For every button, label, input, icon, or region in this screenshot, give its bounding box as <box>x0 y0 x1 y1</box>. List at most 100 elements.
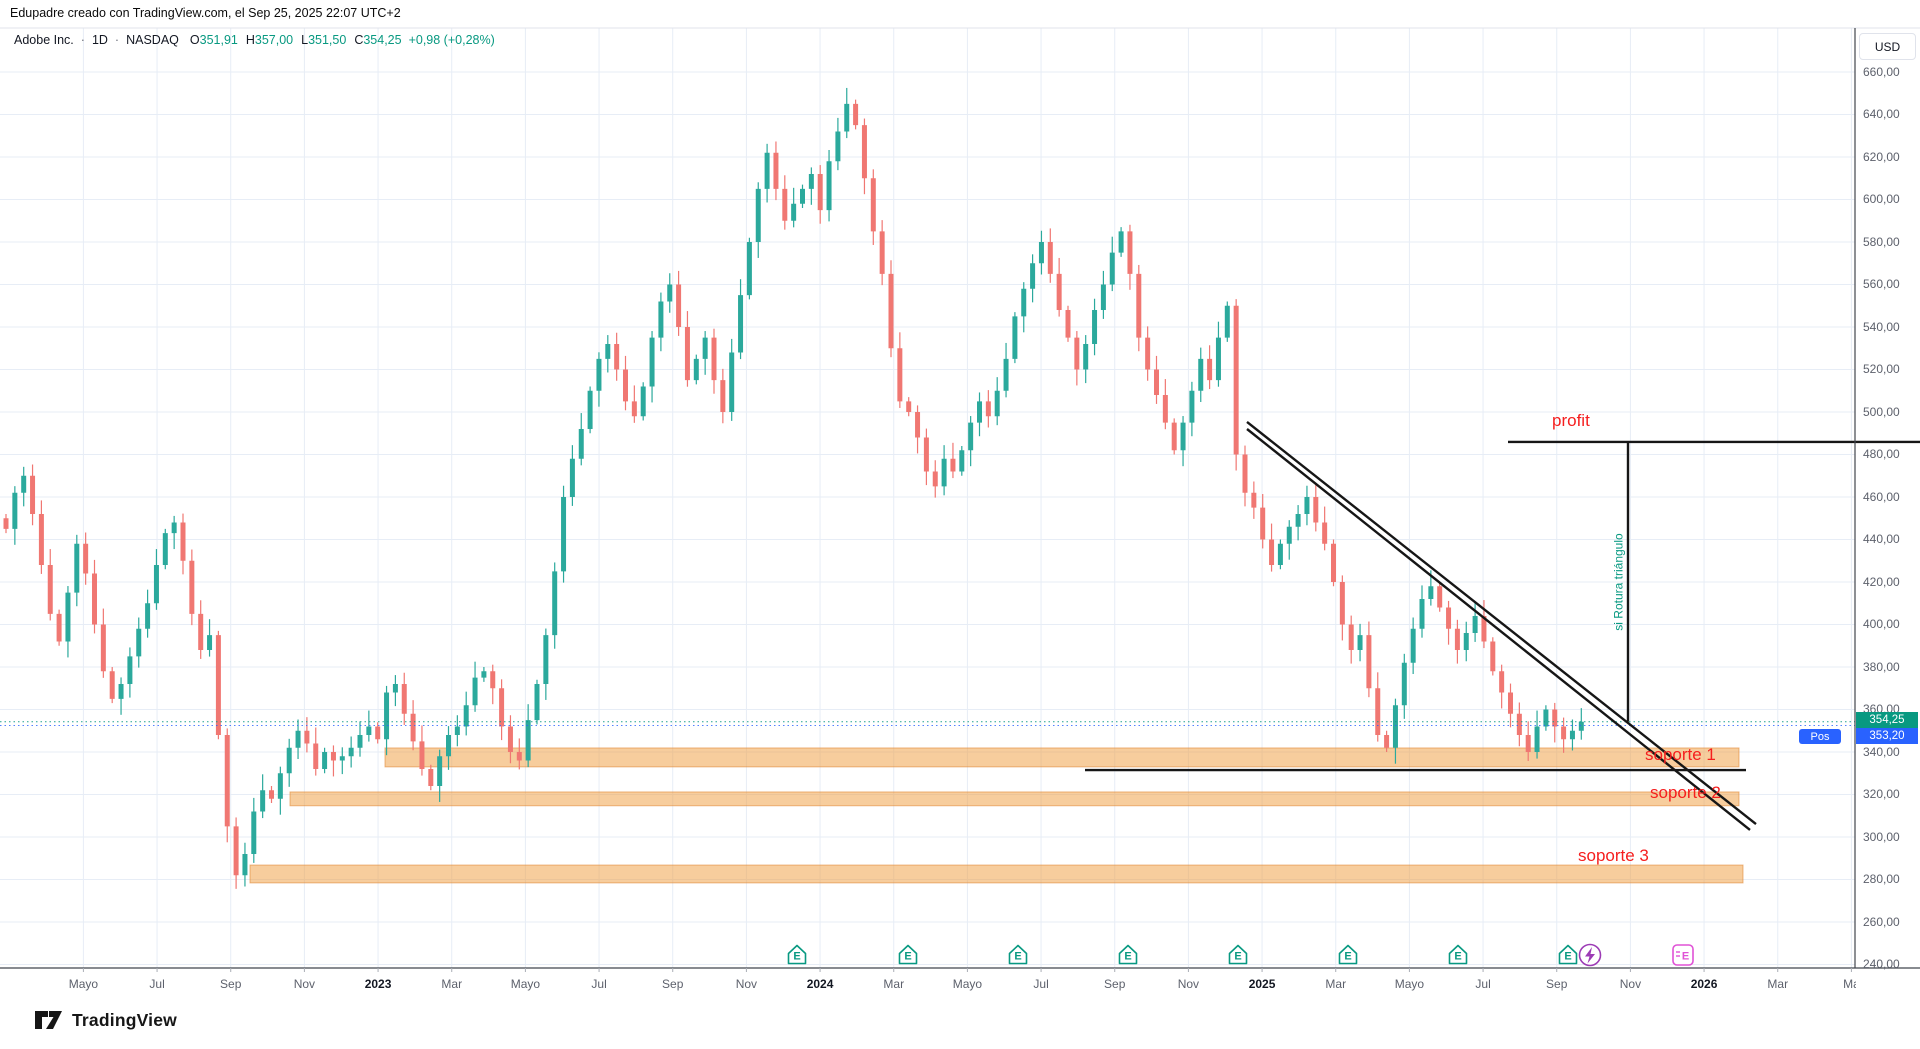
exchange-label: NASDAQ <box>126 33 179 47</box>
candle-body <box>587 390 593 429</box>
candle-body <box>21 475 27 493</box>
candle-body <box>1021 288 1027 317</box>
support2-label[interactable]: soporte 2 <box>1650 783 1721 802</box>
candle-body <box>1304 497 1310 514</box>
candle-body <box>676 284 682 327</box>
candle-body <box>667 284 673 302</box>
candle-body <box>1410 628 1416 663</box>
candle-body <box>977 401 982 423</box>
svg-text:E: E <box>1454 951 1461 963</box>
time-tick-label: 2024 <box>806 977 834 991</box>
candle-body <box>224 735 230 827</box>
projected-earnings-icon[interactable]: E <box>1672 944 1694 966</box>
time-axis[interactable]: Mayo Jul Sep Nov 2023 Mar Mayo Jul Sep Nov 2024 Mar… <box>0 966 1856 1006</box>
candle-body <box>1419 599 1425 629</box>
candle-body <box>968 422 974 451</box>
symbol-legend[interactable]: Adobe Inc. · 1D · NASDAQ O351,91 H357,00 L… <box>14 33 495 47</box>
candle-body <box>1454 628 1460 650</box>
earnings-icon[interactable]: E <box>1118 944 1138 965</box>
earnings-icon[interactable]: E <box>1338 944 1358 965</box>
candle-body <box>145 603 151 629</box>
candle-body <box>1012 316 1018 359</box>
support1-label[interactable]: soporte 1 <box>1645 745 1716 764</box>
candle-body <box>251 811 257 854</box>
candle-body <box>543 635 549 684</box>
time-tick-label: Jul <box>1475 977 1491 991</box>
candle-body <box>1180 422 1186 451</box>
tradingview-logo-icon <box>35 1011 62 1029</box>
candle-body <box>384 692 390 740</box>
candle-body <box>1508 692 1513 714</box>
earnings-icon[interactable]: E <box>787 944 807 965</box>
candle-body <box>1543 709 1549 727</box>
candle-body <box>1578 721 1584 731</box>
time-tick-label: Ma <box>1843 977 1856 991</box>
candle-body <box>127 656 133 684</box>
earnings-icon[interactable]: E <box>1228 944 1248 965</box>
candle-body <box>1242 454 1248 493</box>
candle-body <box>729 352 735 412</box>
upcoming-earnings-flash-icon[interactable] <box>1578 943 1602 967</box>
candle-body <box>1215 337 1221 381</box>
candle-body <box>1401 662 1407 706</box>
candle-body <box>1366 635 1372 689</box>
legend-separator: · <box>114 33 120 47</box>
candle-body <box>906 401 912 412</box>
time-tick-label: Sep <box>662 977 684 991</box>
candle-body <box>1552 709 1558 727</box>
candle-body <box>348 747 354 757</box>
candle-body <box>1154 369 1159 395</box>
earnings-icon[interactable]: E <box>898 944 918 965</box>
candle-body <box>207 635 213 650</box>
support-zone-3[interactable] <box>249 864 1744 884</box>
candle-body <box>879 231 885 274</box>
candle-body <box>1357 635 1363 650</box>
candle-body <box>242 854 248 876</box>
interval-label[interactable]: 1D <box>91 33 108 47</box>
candle-body <box>357 735 363 748</box>
profit-label[interactable]: profit <box>1552 411 1590 430</box>
svg-text:E: E <box>1682 951 1689 963</box>
support-zone-2[interactable] <box>289 791 1740 807</box>
position-chip[interactable]: Pos <box>1799 729 1841 744</box>
symbol-name[interactable]: Adobe Inc. <box>14 33 74 47</box>
candle-body <box>1446 607 1452 629</box>
time-tick-label: Nov <box>735 977 758 991</box>
legend-separator: · <box>80 33 85 47</box>
candle-body <box>1233 305 1239 455</box>
time-tick-label: Mayo <box>952 977 983 991</box>
candle-body <box>1437 586 1443 608</box>
time-tick-label: Mar <box>441 977 463 991</box>
candle-body <box>1136 273 1142 338</box>
price-tick-label: 580,00 <box>1863 234 1900 249</box>
time-tick-label: Sep <box>220 977 242 991</box>
support3-label[interactable]: soporte 3 <box>1578 846 1649 865</box>
candle-body <box>401 684 407 714</box>
currency-button[interactable]: USD <box>1859 33 1916 60</box>
candle-body <box>428 769 434 786</box>
candle-body <box>1074 337 1080 370</box>
earnings-icon[interactable]: E <box>1448 944 1468 965</box>
candle-body <box>1286 526 1292 544</box>
price-tick-label: 460,00 <box>1863 489 1900 504</box>
candle-body <box>437 756 443 786</box>
earnings-icon[interactable]: E <box>1558 944 1578 965</box>
candle-body <box>109 671 115 699</box>
candle-body <box>897 348 903 402</box>
candle-body <box>746 242 752 296</box>
support-zone-1[interactable] <box>384 747 1740 768</box>
candle-body <box>1038 242 1044 264</box>
drawing-triangle-upper[interactable] <box>1246 421 1757 825</box>
breakout-note-label[interactable]: si Rotura triángulo <box>1611 533 1626 631</box>
candle-body <box>322 752 328 769</box>
price-tick-label: 340,00 <box>1863 744 1900 759</box>
svg-text:E: E <box>1124 951 1131 963</box>
earnings-icon[interactable]: E <box>1008 944 1028 965</box>
drawing-triangle-lower[interactable] <box>1246 428 1751 831</box>
candle-body <box>596 358 602 391</box>
tradingview-logo[interactable]: TradingView <box>34 1008 177 1032</box>
price-tick-label: 600,00 <box>1863 192 1900 206</box>
candle-body <box>171 522 177 534</box>
candle-body <box>605 344 611 359</box>
